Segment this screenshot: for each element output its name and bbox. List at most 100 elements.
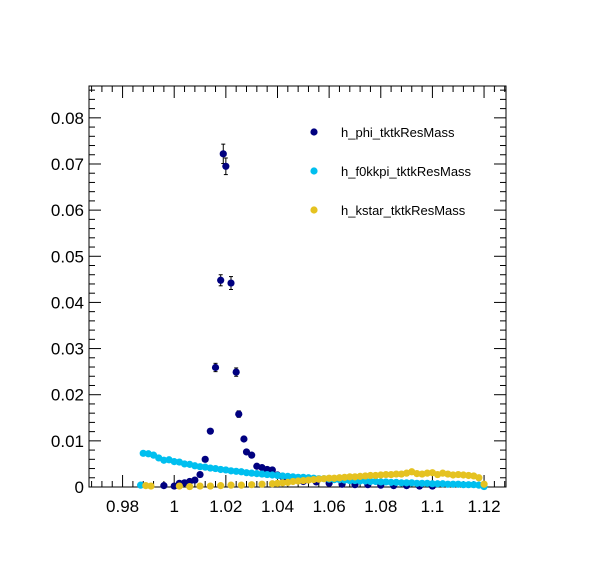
data-point: [196, 463, 204, 471]
data-point: [186, 482, 194, 491]
data-point: [454, 470, 462, 479]
data-point: [330, 474, 338, 482]
data-point: [242, 469, 251, 477]
data-point: [217, 482, 225, 490]
data-point: [137, 481, 145, 489]
data-point: [299, 476, 307, 485]
data-point: [320, 475, 328, 483]
data-point: [475, 474, 483, 482]
data-point: [310, 476, 318, 484]
data-point: [387, 470, 395, 479]
legend-marker: [310, 206, 318, 214]
data-point: [418, 479, 426, 487]
data-point: [423, 469, 431, 477]
chart-marks: [137, 143, 488, 491]
legend-marker: [310, 128, 318, 136]
data-point: [480, 480, 488, 488]
data-point: [206, 464, 214, 472]
plot-frame: [88, 85, 507, 488]
data-point: [235, 410, 243, 418]
data-point: [449, 480, 457, 488]
data-point: [356, 472, 364, 480]
data-point: [147, 482, 155, 490]
data-point: [408, 479, 416, 487]
y-tick-label: 0.04: [51, 293, 84, 312]
data-point: [240, 435, 248, 443]
data-point: [160, 482, 168, 490]
legend-marker: [310, 167, 318, 175]
y-tick-label: 0.03: [51, 340, 84, 359]
y-tick-label: 0.05: [51, 247, 84, 266]
data-point: [196, 482, 204, 490]
data-point: [237, 481, 245, 489]
data-point: [279, 472, 287, 480]
data-point: [459, 481, 467, 489]
x-tick-label: 1.02: [209, 497, 242, 516]
data-point: [206, 482, 214, 490]
data-point: [377, 471, 385, 479]
data-point: [263, 470, 271, 479]
x-tick-label: 1.08: [364, 497, 397, 516]
data-point: [248, 451, 256, 459]
data-point: [377, 478, 385, 486]
data-point: [449, 471, 457, 479]
x-tick-label: 1.1: [421, 497, 445, 516]
data-point: [253, 470, 261, 478]
data-point: [196, 470, 204, 479]
data-point: [392, 470, 400, 478]
data-point: [325, 474, 333, 482]
data-point: [227, 481, 235, 489]
data-point: [139, 449, 147, 457]
data-point: [232, 368, 240, 376]
data-point: [217, 276, 225, 284]
data-point: [258, 470, 266, 478]
y-tick-label: 0.06: [51, 201, 84, 220]
data-point: [142, 482, 150, 490]
data-point: [433, 480, 442, 488]
y-tick-label: 0.02: [51, 386, 84, 405]
data-point: [268, 471, 276, 479]
legend-label: h_f0kkpi_tktkResMass: [341, 164, 472, 179]
data-point: [160, 456, 168, 464]
data-point: [423, 479, 431, 487]
data-point: [201, 455, 209, 463]
data-point: [439, 480, 447, 488]
data-point: [341, 473, 349, 481]
data-point: [273, 471, 282, 480]
data-point: [248, 481, 256, 489]
data-point: [413, 479, 421, 487]
data-point: [464, 481, 473, 489]
data-point: [232, 467, 240, 475]
data-point: [366, 477, 375, 486]
chart-legend: h_phi_tktkResMass h_f0kkpi_tktkResMass h_k…: [310, 125, 472, 218]
data-point: [392, 478, 400, 486]
data-point: [268, 480, 276, 488]
data-point: [222, 162, 230, 170]
data-point: [258, 480, 266, 488]
data-point: [180, 460, 189, 468]
data-point: [444, 480, 452, 488]
data-point: [361, 477, 369, 485]
data-point: [397, 479, 406, 487]
data-point: [304, 476, 313, 484]
data-point: [219, 150, 227, 158]
series-0: [160, 143, 437, 490]
data-point: [315, 475, 323, 483]
legend-label: h_phi_tktkResMass: [341, 125, 455, 140]
data-point: [268, 466, 276, 474]
data-point: [279, 479, 287, 487]
data-point: [289, 477, 297, 486]
data-point: [273, 479, 282, 487]
data-point: [227, 467, 235, 475]
data-point: [459, 471, 467, 479]
data-point: [242, 448, 251, 456]
x-tick-label: 1.06: [313, 497, 346, 516]
data-point: [191, 476, 199, 484]
y-tick-label: 0.01: [51, 432, 84, 451]
data-point: [413, 470, 421, 478]
data-point: [284, 472, 292, 480]
y-tick-label: 0.07: [51, 155, 84, 174]
x-tick-label: 1.04: [261, 497, 294, 516]
data-point: [382, 470, 390, 479]
